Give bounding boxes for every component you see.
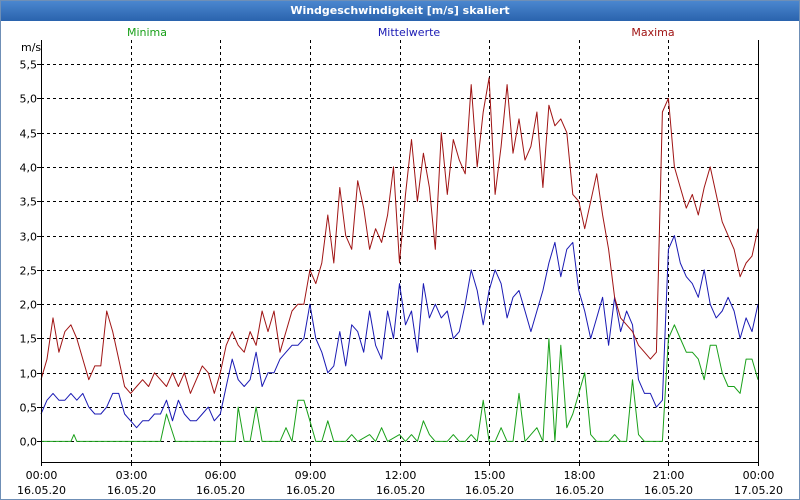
y-tick-label: 2,5 (20, 265, 38, 278)
x-tick-time-label: 06:00 (205, 469, 237, 482)
series-line-minima (41, 324, 759, 442)
x-tick-time-label: 00:00 (743, 469, 775, 482)
x-tick-date-label: 16.05.20 (107, 484, 156, 497)
series-line-mittelwerte (40, 235, 759, 429)
legend-minima: Minima (127, 26, 167, 39)
y-tick-label: 4,5 (20, 128, 38, 141)
x-tick-date-label: 16.05.20 (286, 484, 335, 497)
legend-maxima: Maxima (631, 26, 674, 39)
plot-area (41, 40, 758, 462)
x-tick-date-label: 16.05.20 (465, 484, 514, 497)
y-tick-label: 4,0 (20, 162, 38, 175)
wind-speed-chart: 0,0 0,5 1,0 1,5 2,0 2,5 3,0 3,5 4,0 4,5 5,0 5,5 m/s 0… (17, 26, 783, 497)
series-line-maxima (40, 77, 759, 394)
y-tick-label: 1,0 (20, 368, 38, 381)
x-tick-date-label: 16.05.20 (196, 484, 245, 497)
x-tick-time-label: 15:00 (474, 469, 506, 482)
x-tick-date-label: 16.05.20 (555, 484, 604, 497)
window-title: Windgeschwindigkeit [m/s] skaliert (1, 1, 799, 21)
x-tick-time-label: 03:00 (116, 469, 148, 482)
y-tick-label: 5,0 (20, 93, 38, 106)
x-tick-time-label: 12:00 (385, 469, 417, 482)
x-tick-time-label: 09:00 (295, 469, 327, 482)
x-tick-time-label: 00:00 (26, 469, 58, 482)
legend-mittelwerte: Mittelwerte (378, 26, 441, 39)
y-tick-label: 3,5 (20, 196, 38, 209)
y-tick-label: 2,0 (20, 299, 38, 312)
x-tick-time-label: 18:00 (564, 469, 596, 482)
y-tick-label: 5,5 (20, 59, 38, 72)
y-tick-label: 0,0 (20, 436, 38, 449)
y-tick-label: 0,5 (20, 402, 38, 415)
x-tick-date-label: 17.05.20 (734, 484, 783, 497)
x-tick-date-label: 16.05.20 (644, 484, 693, 497)
y-axis-label: m/s (21, 41, 41, 54)
x-tick-time-label: 21:00 (653, 469, 685, 482)
x-tick-date-label: 16.05.20 (376, 484, 425, 497)
y-tick-label: 1,5 (20, 333, 38, 346)
y-tick-label: 3,0 (20, 231, 38, 244)
x-tick-date-label: 16.05.20 (17, 484, 66, 497)
